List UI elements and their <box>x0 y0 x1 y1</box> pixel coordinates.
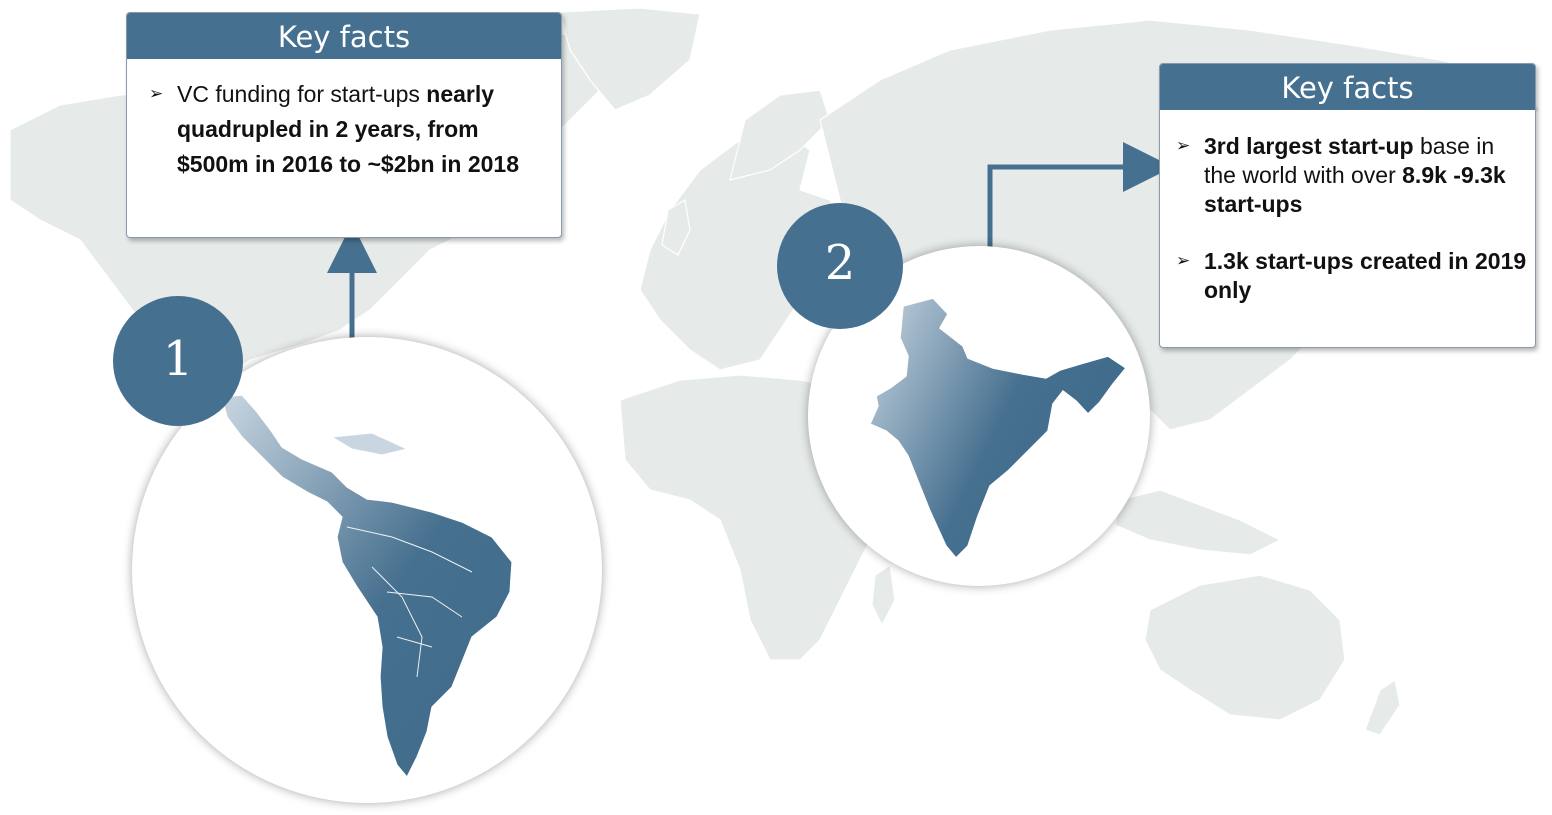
arrowhead-bullet-icon: ➢ <box>149 84 164 104</box>
key-facts-list: ➢ VC funding for start-ups nearly quadru… <box>127 59 561 182</box>
key-facts-box-latam: Key facts ➢ VC funding for start-ups nea… <box>126 12 562 238</box>
fact-text: base in the world with over <box>1204 133 1495 188</box>
arrowhead-bullet-icon: ➢ <box>1176 136 1191 156</box>
fact-item: ➢ 1.3k start-ups created in 2019 only <box>1176 247 1529 305</box>
scandinavia-landmass <box>729 89 831 181</box>
fact-item: ➢ 3rd largest start-up base in the world… <box>1176 132 1529 219</box>
greenland-landmass <box>559 7 701 111</box>
fact-text-bold: nearly quadrupled in 2 years, from $500m… <box>177 81 519 177</box>
uk-landmass <box>661 199 691 256</box>
key-facts-box-india: Key facts ➢ 3rd largest start-up base in… <box>1159 63 1536 348</box>
key-facts-list: ➢ 3rd largest start-up base in the world… <box>1160 110 1535 305</box>
southeast-asia-islands <box>1114 489 1282 556</box>
new-zealand-landmass <box>1364 679 1401 736</box>
key-facts-header: Key facts <box>1160 64 1535 110</box>
madagascar-landmass <box>871 563 896 627</box>
fact-text-bold: 3rd largest start-up <box>1204 133 1414 159</box>
fact-text-bold: 8.9k -9.3k start-ups <box>1204 162 1506 217</box>
arrowhead-bullet-icon: ➢ <box>1176 251 1191 271</box>
region-number-badge-2: 2 <box>777 203 903 329</box>
europe-landmass <box>639 129 851 371</box>
region-number-badge-1: 1 <box>113 296 243 426</box>
caribbean-islands-shape <box>330 432 409 456</box>
india-map-shape <box>869 297 1128 560</box>
australia-landmass <box>1144 574 1346 721</box>
latin-america-map-shape <box>221 394 513 779</box>
key-facts-header: Key facts <box>127 13 561 59</box>
fact-text-bold: 1.3k start-ups created in 2019 only <box>1204 248 1527 303</box>
fact-item: ➢ VC funding for start-ups nearly quadru… <box>149 77 551 182</box>
fact-text: VC funding for start-ups <box>177 81 427 107</box>
